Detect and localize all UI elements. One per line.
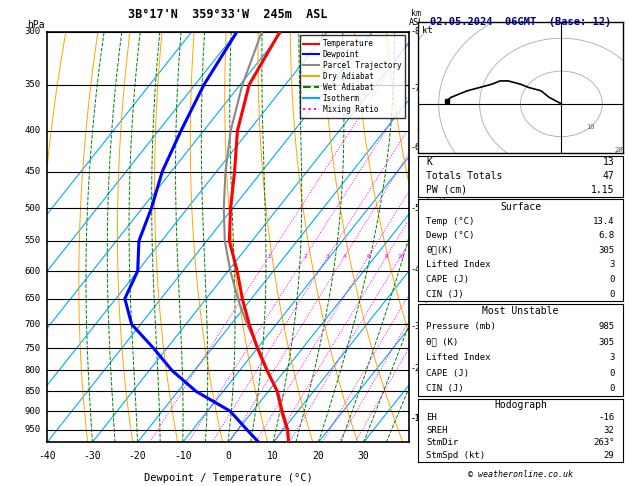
Text: CIN (J): CIN (J) (426, 384, 464, 393)
Text: 47: 47 (603, 171, 615, 181)
Text: Dewp (°C): Dewp (°C) (426, 231, 475, 240)
Text: -2: -2 (410, 364, 420, 373)
Text: Lifted Index: Lifted Index (426, 353, 491, 362)
Text: StmSpd (kt): StmSpd (kt) (426, 451, 486, 460)
Text: 6.8: 6.8 (598, 231, 615, 240)
Text: EH: EH (426, 413, 437, 422)
Text: -1: -1 (410, 414, 420, 423)
Text: 20: 20 (615, 147, 623, 153)
Text: 500: 500 (25, 204, 41, 212)
Legend: Temperature, Dewpoint, Parcel Trajectory, Dry Adiabat, Wet Adiabat, Isotherm, Mi: Temperature, Dewpoint, Parcel Trajectory… (299, 35, 405, 118)
Text: 400: 400 (25, 126, 41, 136)
Text: 4: 4 (343, 254, 347, 259)
Text: © weatheronline.co.uk: © weatheronline.co.uk (468, 469, 573, 479)
Text: Mixing Ratio (g/kg): Mixing Ratio (g/kg) (438, 186, 448, 288)
Text: Lifted Index: Lifted Index (426, 260, 491, 269)
Text: -5: -5 (410, 204, 420, 212)
Text: -30: -30 (84, 451, 101, 461)
Text: 800: 800 (25, 366, 41, 375)
Text: Temp (°C): Temp (°C) (426, 217, 475, 226)
Text: K: K (426, 157, 432, 167)
Text: -20: -20 (129, 451, 147, 461)
Text: 2: 2 (304, 254, 308, 259)
Text: θᴇ(K): θᴇ(K) (426, 246, 454, 255)
Text: 3: 3 (609, 260, 615, 269)
Text: θᴇ (K): θᴇ (K) (426, 338, 459, 347)
Text: 263°: 263° (593, 438, 615, 447)
Text: 3B°17'N  359°33'W  245m  ASL: 3B°17'N 359°33'W 245m ASL (128, 8, 328, 21)
Text: -8: -8 (410, 27, 420, 36)
Text: Surface: Surface (500, 202, 541, 211)
Text: 0: 0 (225, 451, 231, 461)
Text: 10: 10 (397, 254, 404, 259)
Text: 8: 8 (385, 254, 389, 259)
Text: 3: 3 (326, 254, 330, 259)
Text: -40: -40 (38, 451, 56, 461)
Text: 29: 29 (604, 451, 615, 460)
Text: Dewpoint / Temperature (°C): Dewpoint / Temperature (°C) (143, 473, 313, 483)
Text: 32: 32 (604, 426, 615, 434)
Text: 10: 10 (586, 124, 594, 130)
Text: -1LCL: -1LCL (410, 414, 433, 423)
Text: StmDir: StmDir (426, 438, 459, 447)
Text: 20: 20 (313, 451, 325, 461)
Text: Pressure (mb): Pressure (mb) (426, 322, 496, 331)
Text: 1: 1 (267, 254, 271, 259)
Text: 3: 3 (609, 353, 615, 362)
Text: PW (cm): PW (cm) (426, 185, 467, 195)
Text: CAPE (J): CAPE (J) (426, 368, 469, 378)
Text: 600: 600 (25, 266, 41, 276)
Text: -3: -3 (410, 322, 420, 331)
Text: 0: 0 (609, 384, 615, 393)
Text: Totals Totals: Totals Totals (426, 171, 503, 181)
Text: 300: 300 (25, 27, 41, 36)
Text: 750: 750 (25, 344, 41, 353)
Text: 0: 0 (609, 290, 615, 298)
Text: SREH: SREH (426, 426, 448, 434)
Text: 450: 450 (25, 167, 41, 176)
Text: 1.15: 1.15 (591, 185, 615, 195)
Text: 6: 6 (367, 254, 370, 259)
Text: 950: 950 (25, 425, 41, 434)
Text: km
ASL: km ASL (409, 9, 423, 28)
Text: -7: -7 (410, 84, 420, 93)
Text: -10: -10 (174, 451, 192, 461)
Text: 0: 0 (609, 275, 615, 284)
Text: -4: -4 (410, 265, 420, 274)
Text: 650: 650 (25, 294, 41, 303)
Text: CIN (J): CIN (J) (426, 290, 464, 298)
Text: hPa: hPa (27, 19, 45, 30)
Text: 900: 900 (25, 407, 41, 416)
Text: -6: -6 (410, 143, 420, 152)
Text: 02.05.2024  06GMT  (Base: 12): 02.05.2024 06GMT (Base: 12) (430, 17, 611, 27)
Text: CAPE (J): CAPE (J) (426, 275, 469, 284)
Text: -16: -16 (598, 413, 615, 422)
Text: 985: 985 (598, 322, 615, 331)
Text: Most Unstable: Most Unstable (482, 307, 559, 316)
Text: 305: 305 (598, 338, 615, 347)
Text: 13.4: 13.4 (593, 217, 615, 226)
Text: 13: 13 (603, 157, 615, 167)
Text: 850: 850 (25, 387, 41, 396)
Text: kt: kt (423, 26, 433, 35)
Text: 305: 305 (598, 246, 615, 255)
Text: 30: 30 (358, 451, 369, 461)
Text: 700: 700 (25, 320, 41, 329)
Text: 550: 550 (25, 237, 41, 245)
Text: 0: 0 (609, 368, 615, 378)
Text: 10: 10 (267, 451, 279, 461)
Text: Hodograph: Hodograph (494, 400, 547, 410)
Text: 350: 350 (25, 80, 41, 89)
